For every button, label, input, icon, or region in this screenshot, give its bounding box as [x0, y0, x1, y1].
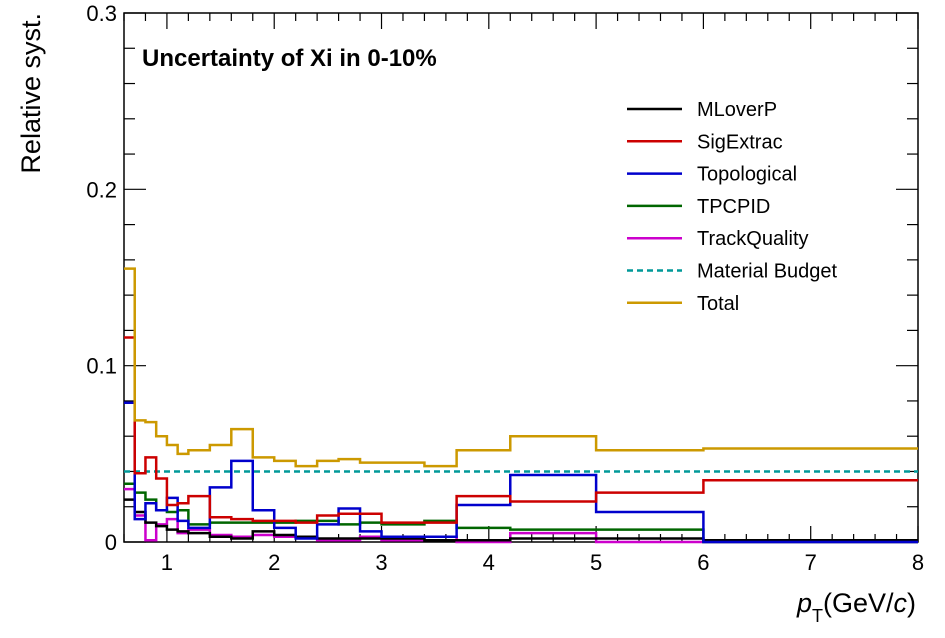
legend-label-topological: Topological: [697, 164, 797, 186]
y-tick-label: 0.2: [86, 177, 117, 202]
chart-title: Uncertainty of Xi in 0-10%: [142, 45, 437, 72]
y-tick-label: 0.1: [86, 354, 117, 379]
x-tick-label: 3: [375, 550, 387, 575]
legend-label-mloverp: MLoverP: [697, 99, 777, 121]
y-axis-title: Relative syst.: [16, 13, 46, 174]
x-tick-label: 2: [268, 550, 280, 575]
x-axis-title: pT(GeV/c): [796, 588, 916, 626]
series-total: [124, 267, 918, 468]
series-trackquality: [124, 487, 918, 544]
x-axis-units-prefix: (GeV/: [823, 588, 894, 618]
legend-label-sigextrac: SigExtrac: [697, 131, 783, 153]
x-axis-units-var: c: [894, 588, 908, 618]
series-mloverp: [124, 498, 918, 542]
legend-label-tpcpid: TPCPID: [697, 196, 770, 218]
x-axis-subscript: T: [812, 606, 823, 626]
legend: MLoverP SigExtrac Topological TPCPID TrackQu…: [627, 99, 838, 315]
axis-ticks: [123, 12, 919, 543]
x-tick-label: 5: [590, 550, 602, 575]
series-topological: [124, 401, 918, 544]
x-tick-label: 4: [483, 550, 495, 575]
y-tick-label: 0: [105, 530, 117, 555]
tick-labels: 1 2 3 4 5 6 7 8 0 0.1 0.2 0.3: [86, 1, 924, 575]
legend-label-material-budget: Material Budget: [697, 261, 838, 283]
legend-label-trackquality: TrackQuality: [697, 228, 809, 250]
y-tick-label: 0.3: [86, 1, 117, 26]
plot-frame: [123, 12, 919, 543]
x-tick-label: 6: [697, 550, 709, 575]
series-layer: [124, 267, 918, 544]
x-tick-label: 1: [161, 550, 173, 575]
legend-label-total: Total: [697, 293, 739, 315]
x-axis-symbol: p: [796, 588, 812, 618]
x-tick-label: 8: [912, 550, 924, 575]
x-axis-units-suffix: ): [907, 588, 916, 618]
x-tick-label: 7: [805, 550, 817, 575]
series-sigextrac: [124, 336, 918, 524]
